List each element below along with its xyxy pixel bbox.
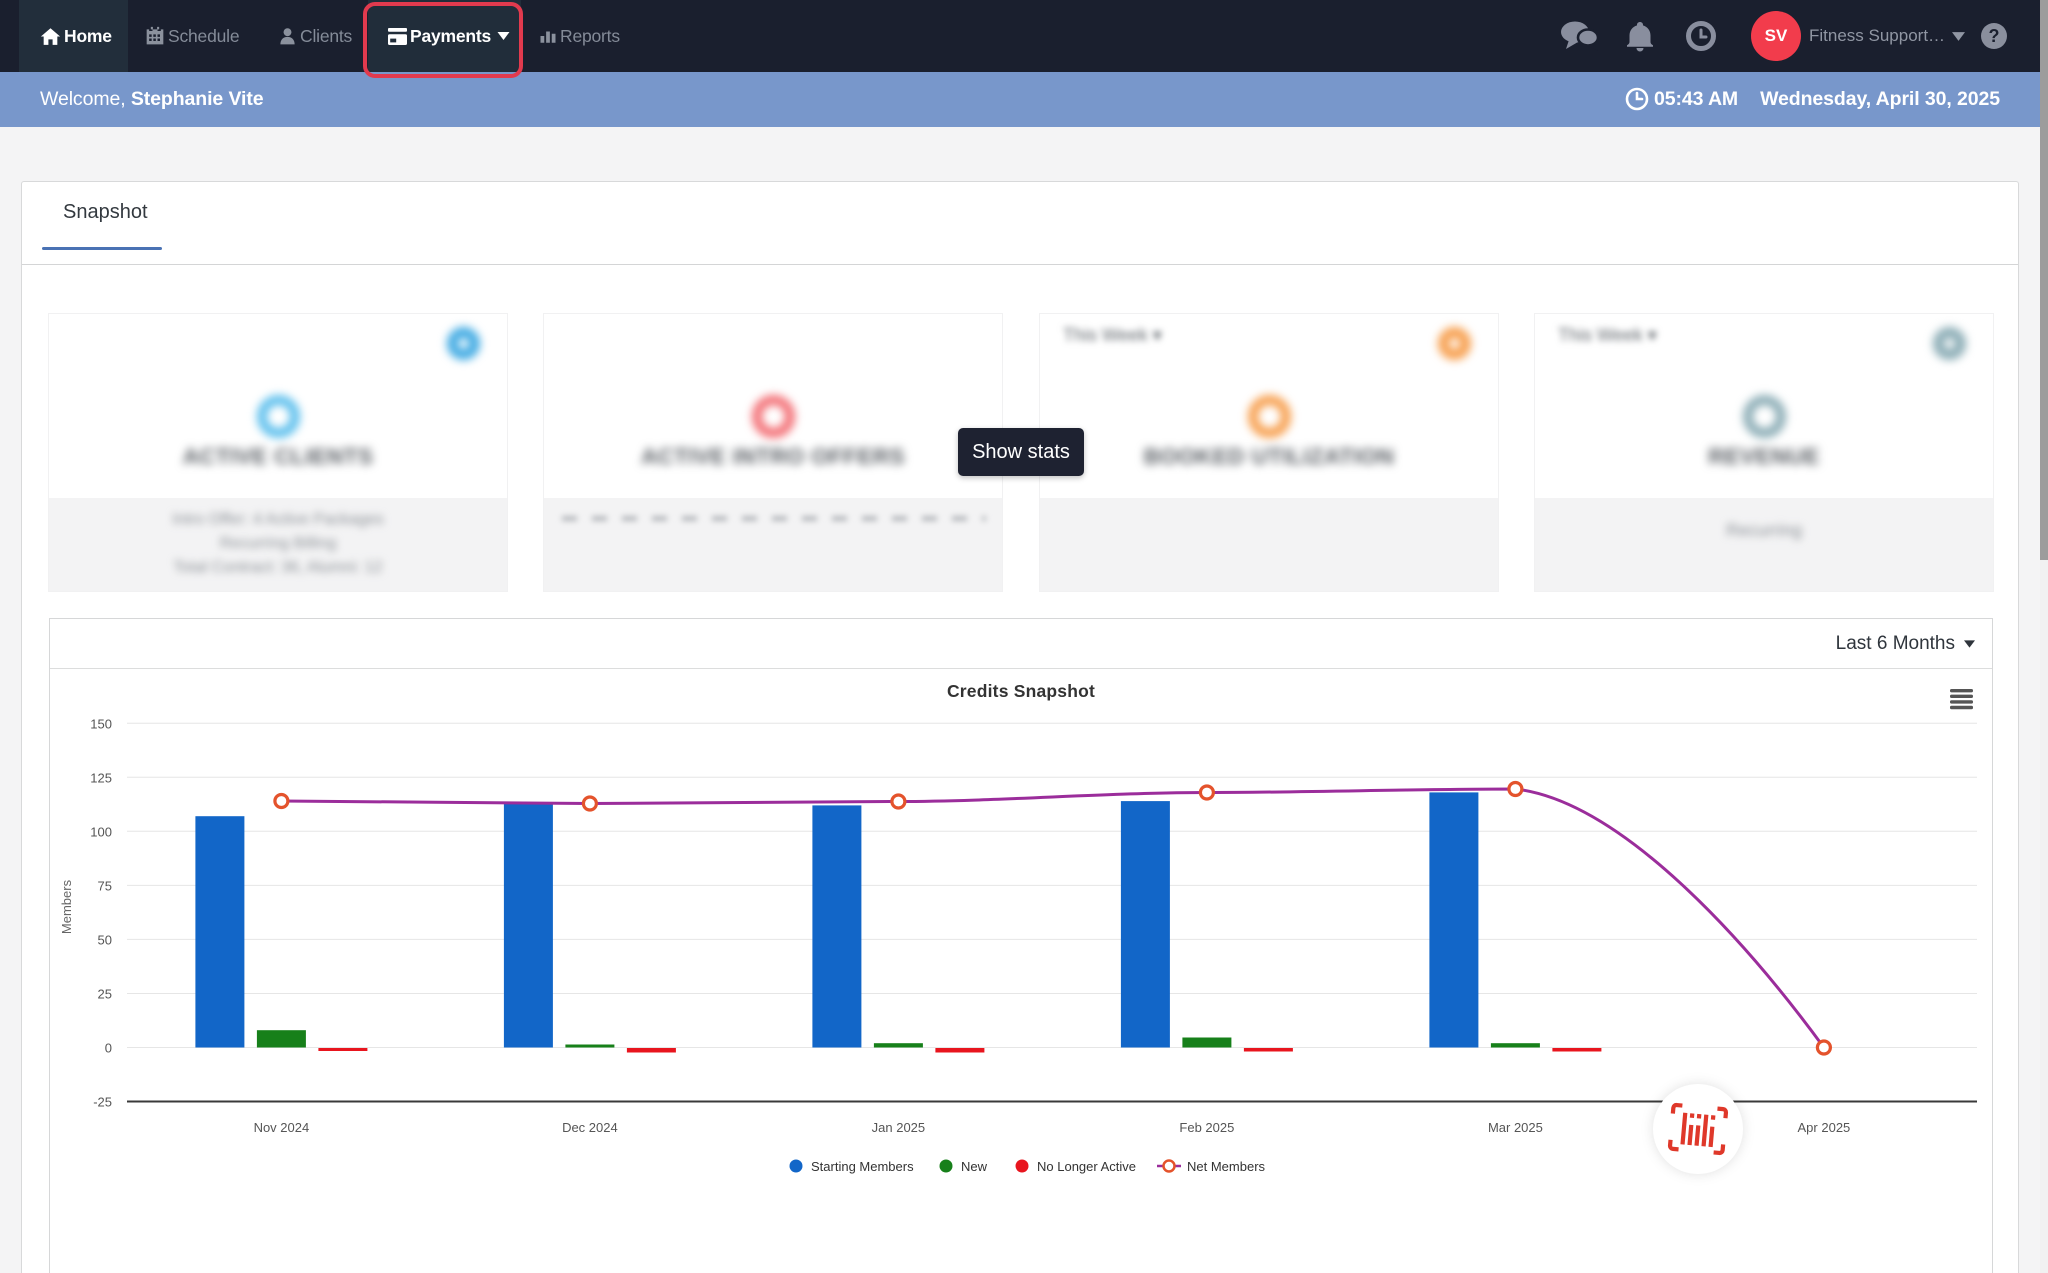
svg-text:Dec 2024: Dec 2024 (562, 1120, 618, 1135)
svg-text:Feb 2025: Feb 2025 (1179, 1120, 1234, 1135)
svg-text:New: New (961, 1159, 988, 1174)
svg-text:Jan 2025: Jan 2025 (872, 1120, 926, 1135)
svg-text:Starting Members: Starting Members (811, 1159, 914, 1174)
svg-text:0: 0 (105, 1041, 112, 1056)
svg-text:-25: -25 (93, 1095, 112, 1110)
svg-text:125: 125 (90, 770, 112, 785)
svg-text:Mar 2025: Mar 2025 (1488, 1120, 1543, 1135)
svg-text:75: 75 (98, 878, 112, 893)
svg-text:25: 25 (98, 987, 112, 1002)
svg-text:Members: Members (59, 879, 74, 934)
svg-text:Net Members: Net Members (1187, 1159, 1266, 1174)
svg-text:50: 50 (98, 932, 112, 947)
svg-text:Nov 2024: Nov 2024 (254, 1120, 310, 1135)
svg-text:Apr 2025: Apr 2025 (1798, 1120, 1851, 1135)
svg-text:No Longer Active: No Longer Active (1037, 1159, 1136, 1174)
svg-text:100: 100 (90, 824, 112, 839)
svg-text:150: 150 (90, 716, 112, 731)
svg-text:Credits Snapshot: Credits Snapshot (947, 681, 1095, 701)
